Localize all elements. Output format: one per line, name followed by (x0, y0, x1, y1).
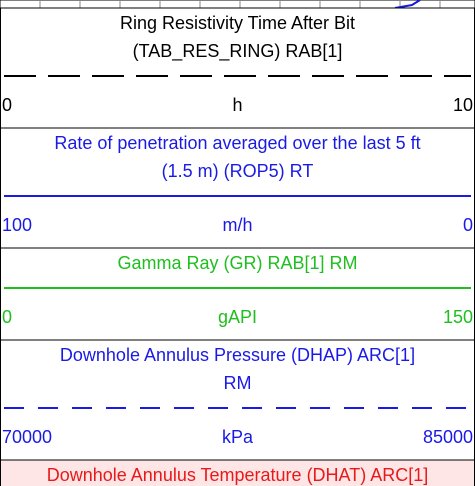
scale-right: 85000 (423, 427, 473, 447)
section-box (0, 459, 475, 486)
scale-left: 0 (2, 95, 12, 115)
scale-right: 150 (443, 307, 473, 327)
scale-left: 100 (2, 215, 32, 235)
curve-title: Gamma Ray (GR) RAB[1] RM (117, 253, 357, 273)
curve-title: Downhole Annulus Temperature (DHAT) ARC[… (47, 465, 429, 485)
scale-unit: m/h (222, 215, 252, 235)
curve-title: Downhole Annulus Pressure (DHAP) ARC[1] (60, 345, 415, 365)
scale-unit: h (232, 95, 242, 115)
section-box (0, 127, 475, 249)
curve-title: Rate of penetration averaged over the la… (54, 133, 420, 153)
curve-title: RM (224, 373, 252, 393)
top-strip (0, 0, 475, 9)
section-box (0, 7, 475, 129)
scale-right: 10 (453, 95, 473, 115)
curve-title: Ring Resistivity Time After Bit (120, 13, 355, 33)
scale-left: 0 (2, 307, 12, 327)
section-box (0, 247, 475, 341)
scale-unit: gAPI (218, 307, 257, 327)
curve-title: (TAB_RES_RING) RAB[1] (133, 41, 343, 62)
scale-right: 0 (463, 215, 473, 235)
curve-title: (1.5 m) (ROP5) RT (162, 161, 314, 181)
scale-unit: kPa (222, 427, 254, 447)
scale-left: 70000 (2, 427, 52, 447)
